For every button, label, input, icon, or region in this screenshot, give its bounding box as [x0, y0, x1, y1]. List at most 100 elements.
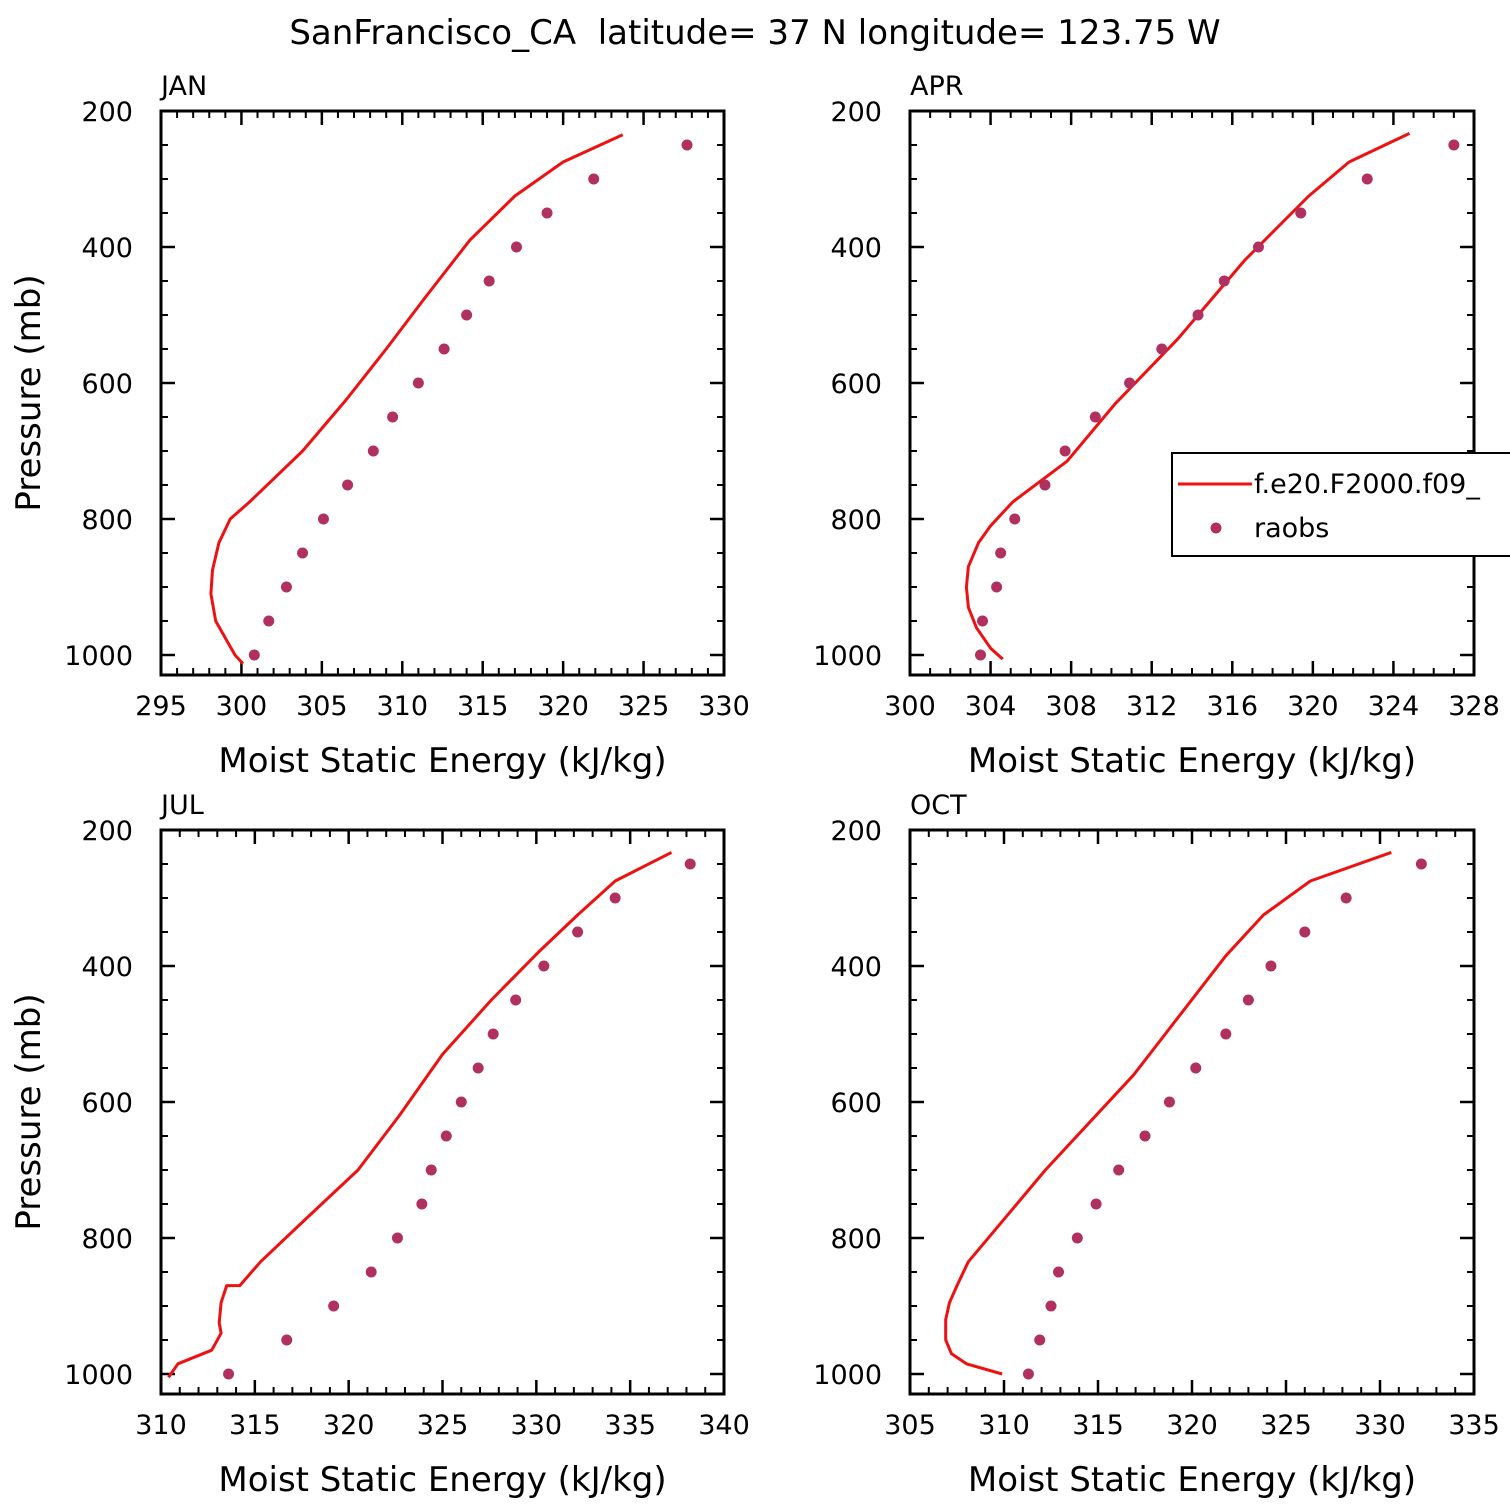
raobs-point [538, 960, 550, 972]
x-tick-label: 305 [884, 1410, 936, 1441]
x-tick-label: 324 [1368, 691, 1420, 722]
y-ticks [910, 828, 1474, 1376]
raobs-point [1053, 1266, 1065, 1278]
legend: f.e20.F2000.f09_raobs [1171, 452, 1510, 557]
x-ticks [908, 830, 1476, 1394]
x-tick-label: 335 [604, 1410, 656, 1441]
raobs-point [1242, 994, 1254, 1006]
x-tick-label: 310 [377, 691, 429, 722]
raobs-point [438, 343, 450, 355]
raobs-point [483, 275, 495, 287]
legend-obs-label: raobs [1254, 513, 1329, 544]
x-tick-label: 325 [417, 1410, 469, 1441]
x-tick-label: 320 [1166, 1410, 1218, 1441]
x-axis-label: Moist Static Energy (kJ/kg) [218, 741, 666, 781]
y-tick-label: 800 [81, 505, 133, 536]
plot-frame [159, 109, 726, 677]
raobs-point [391, 1232, 403, 1244]
raobs-point [1022, 1368, 1034, 1380]
x-tick-label: 304 [965, 691, 1017, 722]
raobs-point [455, 1096, 467, 1108]
panel-title: JAN [159, 71, 207, 102]
panel-apr: 300 304 308 312 316 320 324 328 200 400 600 800 1000… [813, 71, 1510, 781]
panel-oct: 305 310 315 320 325 330 335 200 400 600 800 1000 OCT… [813, 790, 1499, 1500]
raobs-point [510, 241, 522, 253]
y-tick-label: 600 [81, 369, 133, 400]
x-ticks [159, 830, 726, 1394]
x-tick-label: 315 [457, 691, 509, 722]
y-tick-label: 800 [81, 1224, 133, 1255]
raobs-point [1252, 241, 1264, 253]
raobs-point [1009, 513, 1021, 525]
raobs-point [1124, 377, 1136, 389]
y-tick-label: 1000 [813, 1360, 882, 1391]
raobs-point [387, 411, 399, 423]
panel-title: JUL [159, 790, 204, 821]
raobs-point [281, 1334, 293, 1346]
y-axis-label: Pressure (mb) [9, 993, 49, 1230]
model-series-line [167, 851, 673, 1379]
raobs-point [995, 547, 1007, 559]
x-tick-label: 300 [216, 691, 268, 722]
plot-frame [908, 828, 1476, 1396]
raobs-point [280, 581, 292, 593]
raobs-point [588, 173, 600, 185]
y-ticks [161, 109, 724, 657]
x-axis-label: Moist Static Energy (kJ/kg) [968, 741, 1416, 781]
raobs-point [342, 479, 354, 491]
raobs-point [223, 1368, 235, 1380]
x-axis-label: Moist Static Energy (kJ/kg) [218, 1460, 666, 1500]
y-ticks [910, 109, 1474, 657]
raobs-point [1218, 275, 1230, 287]
x-tick-label: 316 [1207, 691, 1259, 722]
raobs-point [248, 649, 260, 661]
raobs-point [977, 615, 989, 627]
raobs-point [1139, 1130, 1151, 1142]
raobs-point [1192, 309, 1204, 321]
x-tick-label: 325 [1260, 1410, 1312, 1441]
x-tick-label: 295 [135, 691, 187, 722]
raobs-point [1034, 1334, 1046, 1346]
y-tick-label: 800 [830, 505, 882, 536]
panel-jul: 310 315 320 325 330 335 340 200 400 600 800 1000 JUL… [9, 790, 750, 1500]
raobs-point [684, 858, 696, 870]
panels: 295 300 305 310 315 320 325 330 200 400 600 800 1000… [9, 71, 1510, 1500]
model-series-line [209, 133, 624, 665]
raobs-point [572, 926, 584, 938]
x-tick-label: 330 [511, 1410, 563, 1441]
x-ticks [159, 111, 726, 675]
y-tick-label: 400 [81, 233, 133, 264]
y-tick-label: 600 [830, 369, 882, 400]
raobs-point [367, 445, 379, 457]
x-tick-label: 330 [1354, 1410, 1406, 1441]
raobs-point [328, 1300, 340, 1312]
y-tick-label: 400 [830, 952, 882, 983]
legend-box [1171, 452, 1510, 557]
raobs-point [297, 547, 309, 559]
plot-area [209, 133, 693, 665]
raobs-point [412, 377, 424, 389]
raobs-point [1156, 343, 1168, 355]
x-tick-label: 315 [1072, 1410, 1124, 1441]
raobs-point [1039, 479, 1051, 491]
y-tick-label: 200 [81, 816, 133, 847]
y-axis-label: Pressure (mb) [9, 274, 49, 511]
plot-area [944, 850, 1427, 1380]
raobs-point [541, 207, 553, 219]
raobs-point [975, 649, 986, 661]
plot-frame [159, 828, 726, 1396]
panel-title: APR [910, 71, 964, 102]
plot-area [167, 851, 696, 1380]
raobs-point [1089, 411, 1101, 423]
x-tick-label: 305 [296, 691, 348, 722]
x-tick-label: 340 [698, 1410, 750, 1441]
raobs-point [1361, 173, 1373, 185]
raobs-point [1090, 1198, 1102, 1210]
raobs-point [425, 1164, 437, 1176]
figure-title: SanFrancisco_CA latitude= 37 N longitude… [289, 13, 1220, 53]
x-tick-label: 335 [1448, 1410, 1500, 1441]
raobs-point [1220, 1028, 1232, 1040]
y-tick-label: 600 [830, 1088, 882, 1119]
raobs-point [1163, 1096, 1175, 1108]
